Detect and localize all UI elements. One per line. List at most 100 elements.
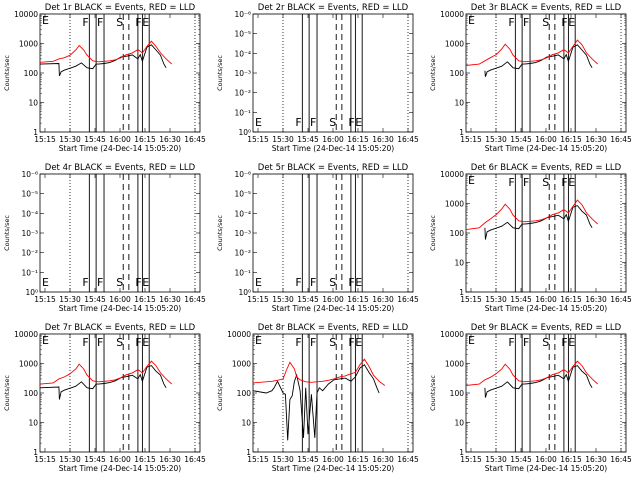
event-marker-label: E <box>568 176 575 189</box>
x-tick-label: 15:45 <box>84 295 106 304</box>
event-marker-label: F <box>97 16 103 29</box>
x-tick-label: 16:00 <box>109 295 131 304</box>
y-tick-label: 1 <box>33 128 38 137</box>
x-tick-label: 15:45 <box>297 135 319 144</box>
y-tick-label: 1 <box>459 128 464 137</box>
x-tick-label: 15:15 <box>247 135 269 144</box>
y-tick-label: 10⁻⁵ <box>234 190 251 199</box>
panel-title: Det 1r BLACK = Events, RED = LLD <box>45 3 196 13</box>
x-tick-label: 16:45 <box>610 135 632 144</box>
corner-label: E <box>255 276 262 289</box>
y-axis-label: Counts/sec <box>216 55 224 91</box>
y-tick-label: 1000 <box>445 200 464 209</box>
series-lld-line <box>465 39 599 66</box>
event-marker-label: F <box>135 16 141 29</box>
x-tick-label: 15:30 <box>59 135 81 144</box>
y-axis-label: Counts/sec <box>429 215 437 251</box>
event-marker-label: F <box>561 336 567 349</box>
event-marker-label: F <box>561 16 567 29</box>
plot-frame <box>465 173 627 293</box>
event-marker-label: F <box>135 336 141 349</box>
panel-title: Det 9r BLACK = Events, RED = LLD <box>471 323 622 333</box>
x-tick-label: 15:30 <box>485 295 507 304</box>
series-lld-line <box>39 360 173 385</box>
x-tick-label: 16:15 <box>560 455 582 464</box>
y-tick-label: 1000 <box>445 360 464 369</box>
x-tick-label: 16:00 <box>535 455 557 464</box>
event-marker-label: F <box>523 176 529 189</box>
event-marker-label: F <box>295 336 301 349</box>
event-marker-label: F <box>508 16 514 29</box>
x-tick-label: 15:30 <box>485 135 507 144</box>
corner-label: E <box>42 276 49 289</box>
panel-det-2: Det 2r BLACK = Events, RED = LLD 10⁰ 10⁻¹ 1… <box>216 3 419 153</box>
x-tick-label: 15:15 <box>247 455 269 464</box>
plot-frame <box>252 13 414 133</box>
event-marker-label: F <box>561 176 567 189</box>
event-marker-label: E <box>142 276 149 289</box>
event-marker-label: F <box>523 16 529 29</box>
series-events-line <box>39 365 167 400</box>
y-axis-label: Counts/sec <box>216 215 224 251</box>
x-tick-label: 15:15 <box>34 295 56 304</box>
panel-title: Det 4r BLACK = Events, RED = LLD <box>45 163 196 173</box>
x-tick-label: 16:30 <box>159 455 181 464</box>
x-tick-label: 15:15 <box>460 295 482 304</box>
y-tick-label: 10⁻³ <box>234 69 251 78</box>
x-tick-label: 16:00 <box>109 455 131 464</box>
y-tick-label: 10⁻² <box>234 89 251 98</box>
y-tick-label: 10000 <box>14 10 38 19</box>
y-tick-label: 10⁻⁶ <box>21 170 38 179</box>
x-tick-label: 16:30 <box>585 455 607 464</box>
y-tick-label: 10⁻⁴ <box>21 209 38 218</box>
corner-label: E <box>468 334 475 347</box>
y-tick-label: 10⁻² <box>234 249 251 258</box>
x-tick-label: 16:15 <box>134 135 156 144</box>
panel-title: Det 7r BLACK = Events, RED = LLD <box>45 323 196 333</box>
event-marker-label: F <box>82 336 88 349</box>
y-tick-label: 10 <box>28 419 38 428</box>
x-tick-label: 16:30 <box>159 135 181 144</box>
x-tick-label: 16:30 <box>159 295 181 304</box>
event-marker-label: F <box>348 276 354 289</box>
series-lld-line <box>252 358 386 386</box>
y-tick-label: 1000 <box>19 360 38 369</box>
panel-det-7: Det 7r BLACK = Events, RED = LLD 1 10 100 10… <box>3 323 206 473</box>
y-tick-label: 10⁻¹ <box>234 108 251 117</box>
x-tick-label: 16:00 <box>322 455 344 464</box>
panel-det-9: Det 9r BLACK = Events, RED = LLD 1 10 100 10… <box>429 323 632 473</box>
event-marker-label: F <box>310 116 316 129</box>
x-tick-label: 16:15 <box>134 295 156 304</box>
y-tick-label: 10⁻¹ <box>234 268 251 277</box>
x-tick-label: 16:00 <box>535 295 557 304</box>
panel-title: Det 5r BLACK = Events, RED = LLD <box>258 163 409 173</box>
x-tick-label: 15:30 <box>272 135 294 144</box>
x-tick-label: 16:45 <box>397 135 419 144</box>
y-tick-label: 1000 <box>232 360 251 369</box>
event-marker-label: F <box>135 276 141 289</box>
plot-frame <box>39 13 201 133</box>
event-marker-label: S <box>329 116 336 129</box>
y-tick-label: 10⁻¹ <box>21 268 38 277</box>
panel-title: Det 2r BLACK = Events, RED = LLD <box>258 3 409 13</box>
x-tick-label: 15:30 <box>485 455 507 464</box>
x-tick-label: 16:15 <box>347 135 369 144</box>
x-tick-label: 16:45 <box>397 455 419 464</box>
event-marker-label: E <box>142 336 149 349</box>
x-tick-label: 16:00 <box>535 135 557 144</box>
x-tick-label: 15:15 <box>247 295 269 304</box>
event-marker-label: S <box>116 276 123 289</box>
y-tick-label: 1 <box>459 288 464 297</box>
plot-frame <box>465 333 627 453</box>
y-tick-label: 10⁻⁴ <box>234 49 251 58</box>
y-tick-label: 10⁻⁵ <box>21 190 38 199</box>
x-tick-label: 16:00 <box>322 135 344 144</box>
x-tick-label: 16:45 <box>184 455 206 464</box>
x-axis-label: Start Time (24-Dec-14 15:05:20) <box>272 144 394 153</box>
y-tick-label: 1 <box>459 448 464 457</box>
y-axis-label: Counts/sec <box>3 375 11 411</box>
event-marker-label: E <box>355 276 362 289</box>
x-tick-label: 16:30 <box>372 135 394 144</box>
plot-frame <box>252 173 414 293</box>
